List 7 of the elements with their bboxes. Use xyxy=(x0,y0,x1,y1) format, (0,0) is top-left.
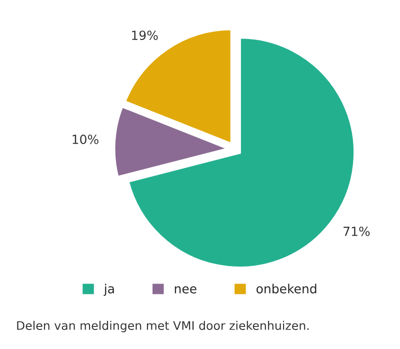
text: Delen van meldingen met VMI door ziekenhuizen. xyxy=(17,320,309,332)
legend-label: nee xyxy=(174,286,196,294)
data-label: 71% xyxy=(344,226,370,236)
legend-label: onbekend xyxy=(256,284,316,294)
data-label: 10% xyxy=(72,134,98,144)
legend-label: ja xyxy=(104,284,114,296)
data-label: 19% xyxy=(132,30,158,40)
